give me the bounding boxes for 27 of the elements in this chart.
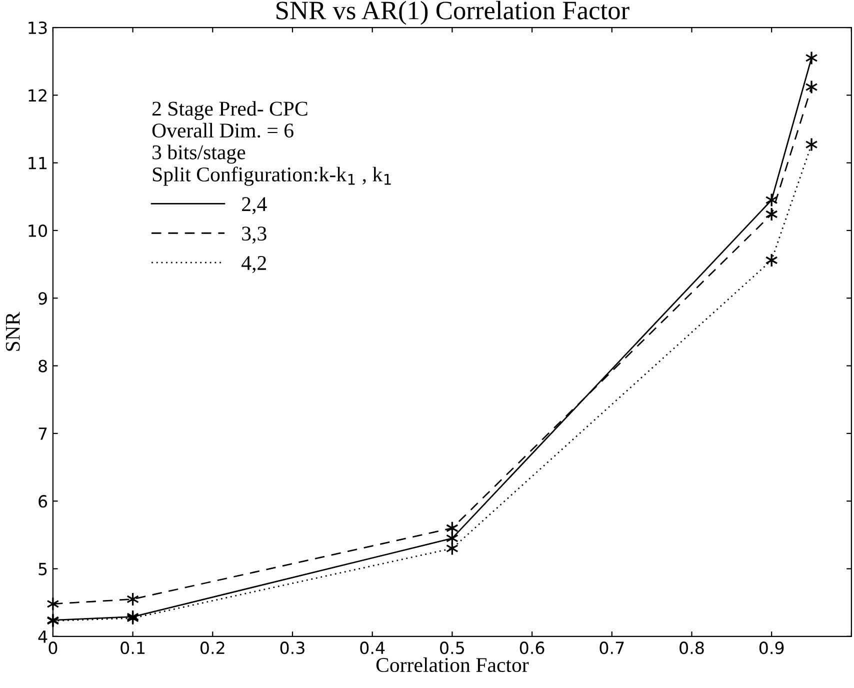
x-tick-label: 0.2 (200, 642, 224, 654)
y-tick-label: 9 (38, 292, 47, 305)
x-tick-label: 0.8 (680, 642, 704, 654)
y-tick-label: 13 (28, 21, 47, 34)
x-tick-label: 0.3 (280, 642, 304, 654)
y-tick-label: 5 (38, 562, 47, 576)
y-tick-label: 6 (38, 495, 48, 508)
y-tick-label: 12 (28, 89, 46, 102)
legend-title: 2 Stage Pred- CPC Overall Dim. = 6 3 bits/stage Split Configuration:k-k$_{1}$ , k$_{1}$ (152, 101, 391, 186)
y-tick-label: 8 (38, 360, 47, 372)
legend-label: 4,2 (242, 256, 266, 274)
x-tick-label: 0.6 (520, 642, 544, 654)
y-tick-label: 7 (38, 428, 47, 440)
chart-title: SNR vs AR(1) Correlation Factor (276, 0, 630, 25)
legend-label: 2,4 (242, 197, 267, 214)
y-tick-label: 10 (28, 224, 47, 238)
x-tick-label: 0 (48, 642, 58, 654)
x-tick-label: 0.4 (360, 642, 385, 654)
x-tick-label: 0.1 (120, 642, 145, 654)
legend-label: 3,3 (242, 226, 266, 244)
y-tick-label: 4 (38, 630, 48, 643)
y-axis-title: SNR (6, 312, 20, 351)
x-tick-label: 0.5 (440, 642, 464, 654)
x-tick-label: 0.9 (759, 642, 784, 654)
x-tick-label: 0.7 (600, 642, 624, 654)
y-tick-label: 11 (28, 157, 47, 170)
x-axis-title: Correlation Factor (376, 657, 529, 672)
